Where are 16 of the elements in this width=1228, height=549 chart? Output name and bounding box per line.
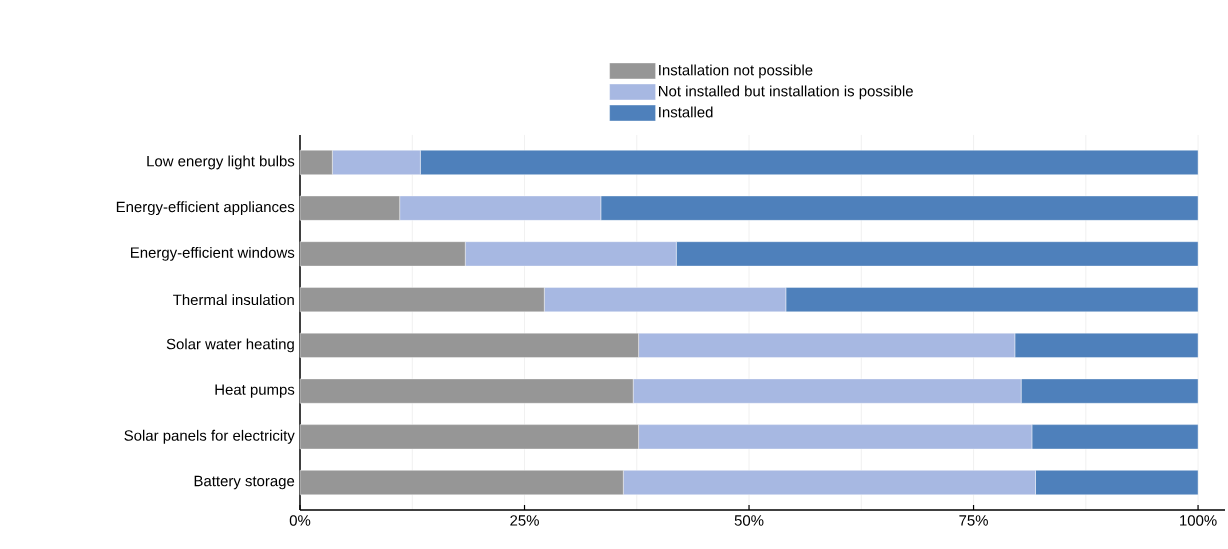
- legend-label: Installed: [659, 106, 713, 118]
- legend-label: Installation not possible: [659, 64, 813, 79]
- y-tick-label: Thermal insulation: [173, 294, 294, 306]
- y-tick-label: Energy-efficient appliances: [116, 201, 295, 216]
- x-tick-label: 75%: [959, 515, 988, 526]
- y-tick-label: Energy-efficient windows: [131, 246, 295, 261]
- legend-label: Not installed but installation is possible: [659, 85, 913, 100]
- y-tick-label: Heat pumps: [215, 384, 295, 398]
- y-tick-label: Solar water heating: [166, 338, 294, 353]
- x-tick-label: 50%: [734, 515, 764, 526]
- x-tick-label: 25%: [510, 515, 539, 526]
- y-tick-label: Low energy light bulbs: [147, 155, 295, 170]
- y-tick-label: Battery storage: [194, 475, 295, 490]
- y-tick-label: Solar panels for electricity: [124, 429, 295, 444]
- x-tick-label: 0%: [289, 515, 311, 526]
- x-tick-label: 100%: [1180, 515, 1217, 526]
